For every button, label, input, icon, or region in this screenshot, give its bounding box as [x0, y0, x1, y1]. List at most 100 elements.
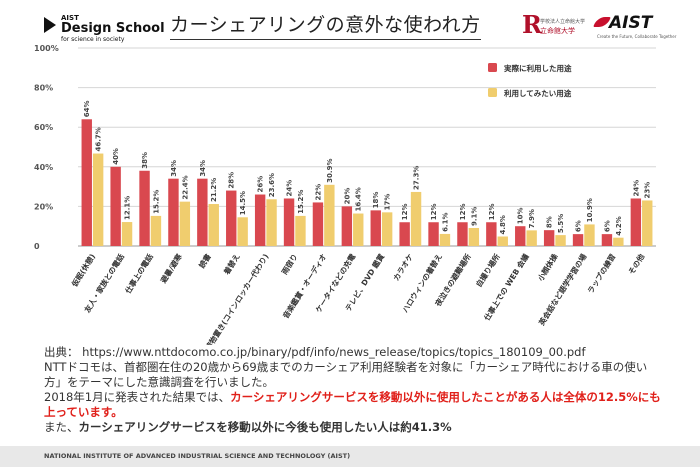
bar-want [150, 215, 162, 246]
data-label: 24% [632, 180, 640, 197]
paragraph-2-highlight: カーシェアリングサービスを移動以外に使用したことがある人は全体の12.5%にも上… [44, 390, 661, 419]
description-paragraph-3: また、カーシェアリングサービスを移動以外に今後も使用したい人は約41.3% [44, 420, 664, 435]
data-label: 27.3% [413, 166, 421, 190]
bar-want [613, 237, 624, 246]
bar-want [410, 191, 422, 246]
legend-label: 実際に利用した用途 [504, 63, 572, 73]
bar-actual [428, 222, 439, 246]
bar-want [584, 224, 595, 246]
data-label: 17% [384, 194, 392, 211]
bar-want [179, 201, 191, 246]
aist-logo: AIST Create the Future, Collaborate Toge… [593, 12, 676, 40]
description-block: 出典： https://www.nttdocomo.co.jp/binary/p… [44, 345, 664, 435]
bar-actual [110, 166, 121, 246]
source-citation: 出典： https://www.nttdocomo.co.jp/binary/p… [44, 345, 586, 359]
logo-line2: Design School [61, 21, 165, 36]
data-label: 10% [517, 207, 525, 224]
bar-actual [139, 170, 150, 246]
data-label: 4.2% [615, 216, 623, 235]
y-tick-label: 20% [34, 202, 53, 211]
data-label: 12% [459, 203, 467, 220]
bar-actual [197, 178, 208, 246]
bar-want [92, 153, 104, 246]
bar-actual [168, 178, 179, 246]
data-label: 23% [644, 182, 652, 199]
category-label: 英会話など語学学習の場 [536, 251, 588, 327]
data-label: 20% [343, 188, 351, 205]
ritsumeikan-small-text: 学校法人立命館大学 [540, 19, 586, 25]
logo-line3: for science in society [61, 36, 125, 43]
data-label: 12% [488, 203, 496, 220]
bar-want [237, 217, 248, 246]
category-label: 着替え [221, 252, 242, 277]
bar-actual [601, 234, 613, 246]
data-label: 34% [170, 160, 178, 177]
data-label: 15.2% [152, 190, 160, 214]
y-tick-label: 40% [34, 163, 53, 172]
data-label: 22% [314, 184, 322, 201]
ritsumeikan-r-icon: R [522, 10, 542, 39]
paragraph-3-prefix: また、 [44, 420, 79, 434]
y-tick-label: 100% [34, 44, 59, 53]
data-label: 16.4% [355, 187, 363, 211]
footer-text: NATIONAL INSTITUTE OF ADVANCED INDUSTRIA… [44, 452, 351, 460]
category-label: 荷物置き(コインロッカー代わり) [202, 252, 270, 345]
bar-want [324, 184, 335, 246]
category-label: 小顔体操 [535, 251, 560, 282]
bar-actual [283, 198, 295, 246]
bar-chart: 0 20% 40% 60% 80% 100% 64% 40% 38% 34% 34% 28% 26% 24… [34, 44, 656, 345]
category-label: 雨宿り [279, 252, 299, 276]
bar-want [642, 200, 653, 246]
data-label: 21.2% [210, 178, 218, 202]
ritsumeikan-logo: R 学校法人立命館大学 立命館大学 [522, 10, 586, 40]
data-label: 24% [286, 180, 294, 197]
bar-actual [312, 202, 324, 246]
category-label: 自撮り場所 [473, 251, 502, 289]
data-label: 6% [575, 220, 583, 232]
aist-design-school-logo: AIST Design School for science in societ… [44, 8, 165, 43]
data-label: 4.8% [499, 215, 507, 234]
data-label: 8% [546, 216, 554, 228]
data-label: 12.1% [124, 196, 132, 220]
bar-actual [543, 230, 555, 246]
category-label: 仮眠(休憩) [69, 252, 98, 289]
data-label: 6.1% [441, 213, 449, 232]
bar-actual [572, 234, 584, 246]
bar-actual [370, 210, 381, 246]
description-paragraph-1: NTTドコモは、首都圏在住の20歳から69歳までのカーシェア利用経験者を対象に「… [44, 360, 648, 389]
legend-swatch [488, 63, 497, 72]
logo-line1: AIST [61, 14, 79, 22]
data-label: 12% [430, 203, 438, 220]
category-label: 避暑/避寒 [158, 251, 184, 284]
bar-actual [81, 119, 92, 246]
bar-want [295, 215, 306, 246]
data-label: 18% [372, 192, 380, 209]
paragraph-3-bold: カーシェアリングサービスを移動以外に今後も使用したい人は約41.3% [78, 420, 452, 434]
bar-want [439, 233, 451, 246]
bar-want [497, 236, 508, 246]
bar-actual [254, 194, 266, 246]
data-label: 26% [257, 176, 265, 193]
bar-actual [457, 222, 468, 246]
bar-want [121, 222, 133, 246]
data-label: 38% [141, 152, 149, 169]
bar-actual [515, 226, 526, 246]
bar-actual [399, 222, 410, 246]
bar-want [526, 230, 537, 246]
y-tick-label: 80% [34, 84, 53, 93]
paragraph-2-prefix: 2018年1月に発表された結果では、 [44, 390, 231, 404]
data-label: 15.2% [297, 190, 305, 214]
aist-name: AIST [609, 13, 653, 33]
y-tick-label: 0 [34, 242, 40, 251]
footer-bar: NATIONAL INSTITUTE OF ADVANCED INDUSTRIA… [0, 446, 700, 467]
data-label: 9.1% [470, 207, 478, 226]
bar-actual [226, 190, 237, 246]
bar-want [468, 227, 480, 246]
category-label: その他 [626, 251, 647, 276]
bar-actual [341, 206, 353, 246]
data-label: 6% [603, 220, 611, 232]
data-label: 30.9% [326, 159, 334, 183]
bar-want [555, 235, 566, 246]
data-label: 28% [228, 172, 236, 189]
y-tick-label: 60% [34, 123, 53, 132]
